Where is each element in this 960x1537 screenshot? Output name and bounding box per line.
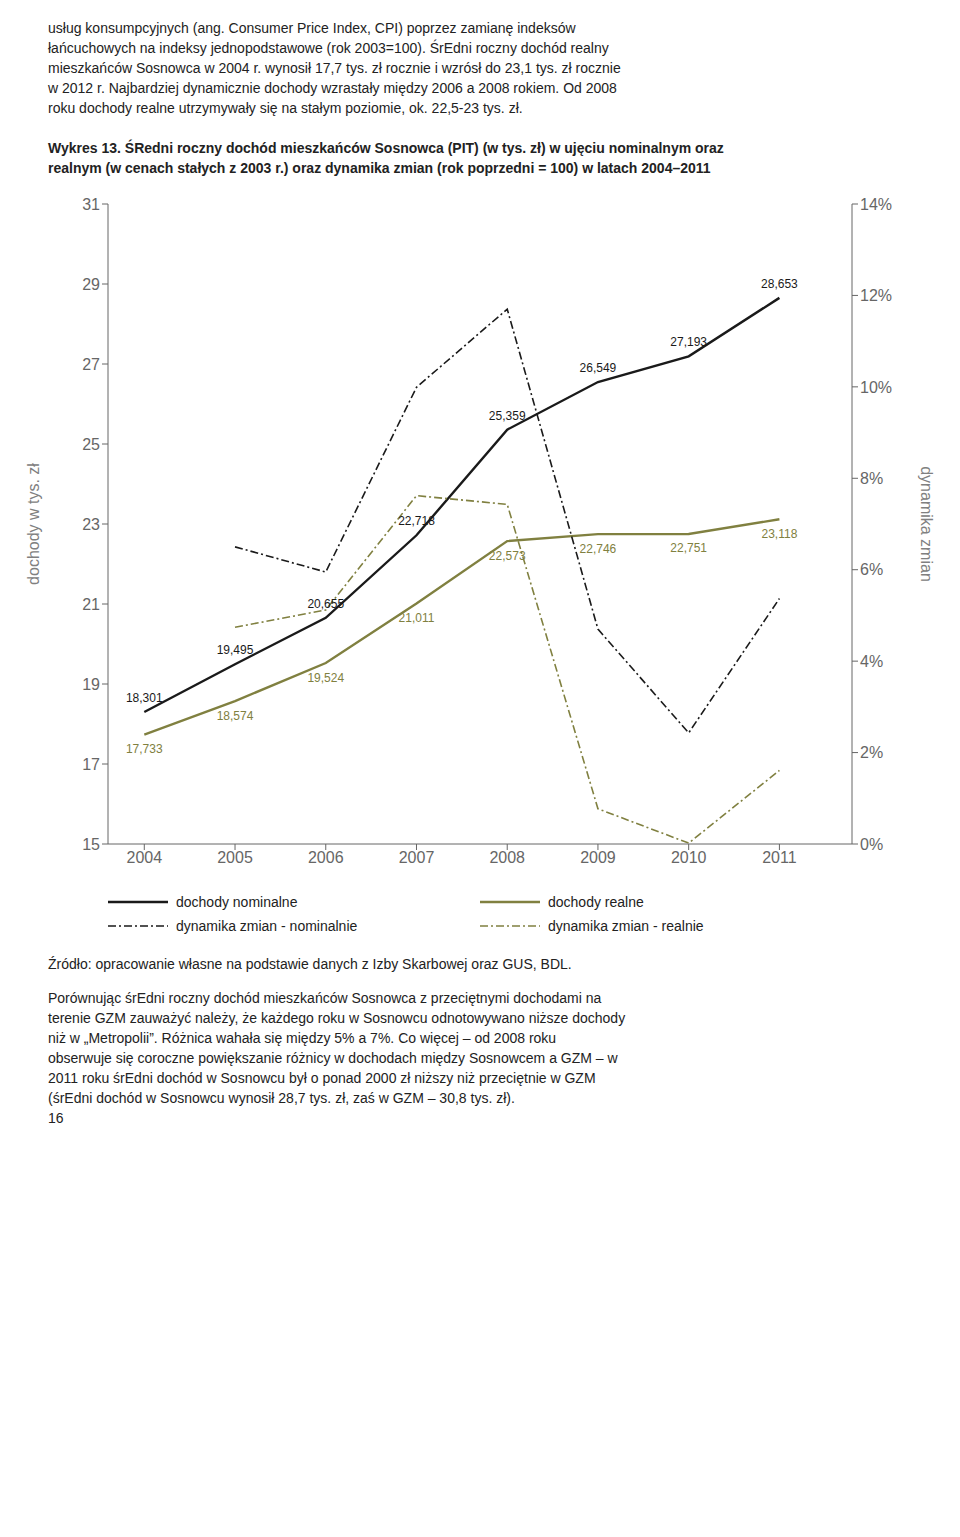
svg-text:22,718: 22,718 xyxy=(398,514,435,528)
svg-text:17: 17 xyxy=(82,756,100,773)
svg-text:2004: 2004 xyxy=(126,849,162,866)
html-text:roku dochody realne utrzymywał: roku dochody realne utrzymywały się na s… xyxy=(48,100,523,116)
svg-text:25: 25 xyxy=(82,436,100,453)
html-text:realnym (w cenach stałych z 20: realnym (w cenach stałych z 2003 r.) ora… xyxy=(48,160,711,176)
svg-text:22,751: 22,751 xyxy=(670,541,707,555)
svg-text:21,011: 21,011 xyxy=(399,611,435,625)
svg-text:2009: 2009 xyxy=(580,849,616,866)
svg-text:2005: 2005 xyxy=(217,849,253,866)
html-text:Źródło: opracowanie własne na: Źródło: opracowanie własne na podstawie … xyxy=(48,956,572,972)
svg-text:20,655: 20,655 xyxy=(307,597,344,611)
html-text:dynamika zmian - realnie: dynamika zmian - realnie xyxy=(548,918,704,934)
svg-text:26,549: 26,549 xyxy=(580,361,617,375)
svg-text:19: 19 xyxy=(82,676,100,693)
svg-text:2006: 2006 xyxy=(308,849,344,866)
svg-text:0%: 0% xyxy=(860,836,883,853)
html-text:łańcuchowych na indeksy jednop: łańcuchowych na indeksy jednopodstawowe … xyxy=(48,40,609,56)
svg-text:19,495: 19,495 xyxy=(217,643,254,657)
svg-text:15: 15 xyxy=(82,836,100,853)
svg-text:22,746: 22,746 xyxy=(580,542,617,556)
html-text:terenie GZM zauważyć należy, ż: terenie GZM zauważyć należy, że każdego … xyxy=(48,1010,626,1026)
svg-text:25,359: 25,359 xyxy=(489,409,526,423)
svg-text:19,524: 19,524 xyxy=(307,671,344,685)
html-text:w 2012 r. Najbardziej dynamicz: w 2012 r. Najbardziej dynamicznie dochod… xyxy=(48,80,617,96)
svg-text:4%: 4% xyxy=(860,653,883,670)
svg-text:2%: 2% xyxy=(860,744,883,761)
svg-text:23,118: 23,118 xyxy=(762,527,798,541)
html-text:dochody nominalne: dochody nominalne xyxy=(176,894,298,910)
svg-text:12%: 12% xyxy=(860,287,892,304)
svg-text:10%: 10% xyxy=(860,379,892,396)
html-text:niż w „Metropolii”. Różnica wa: niż w „Metropolii”. Różnica wahała się m… xyxy=(48,1030,557,1046)
svg-text:6%: 6% xyxy=(860,561,883,578)
html-text:Wykres 13. ŚRedni roczny dochó: Wykres 13. ŚRedni roczny dochód mieszkań… xyxy=(48,140,724,156)
html-text:(śrEdni dochód w Sosnowcu wyno: (śrEdni dochód w Sosnowcu wynosił 28,7 t… xyxy=(48,1090,515,1106)
html-text:obserwuje się coroczne powięks: obserwuje się coroczne powiększanie różn… xyxy=(48,1050,618,1066)
svg-text:23: 23 xyxy=(82,516,100,533)
svg-text:dochody w tys. zł: dochody w tys. zł xyxy=(25,463,42,585)
svg-text:2008: 2008 xyxy=(489,849,525,866)
svg-text:22,573: 22,573 xyxy=(489,549,526,563)
svg-text:2007: 2007 xyxy=(399,849,435,866)
html-text:dynamika zmian - nominalnie: dynamika zmian - nominalnie xyxy=(176,918,358,934)
html-text:Porównując śrEdni roczny dochó: Porównując śrEdni roczny dochód mieszkań… xyxy=(48,990,602,1006)
html-text:dochody realne: dochody realne xyxy=(548,894,644,910)
html-text:2011 roku śrEdni dochód w Sosn: 2011 roku śrEdni dochód w Sosnowcu był o… xyxy=(48,1070,596,1086)
svg-text:dynamika zmian: dynamika zmian xyxy=(918,466,935,582)
svg-text:8%: 8% xyxy=(860,470,883,487)
svg-text:18,301: 18,301 xyxy=(126,691,163,705)
svg-text:29: 29 xyxy=(82,276,100,293)
svg-text:31: 31 xyxy=(82,196,100,213)
svg-text:28,653: 28,653 xyxy=(761,277,798,291)
svg-text:14%: 14% xyxy=(860,196,892,213)
svg-text:17,733: 17,733 xyxy=(126,742,163,756)
svg-text:27: 27 xyxy=(82,356,100,373)
svg-text:2011: 2011 xyxy=(762,849,797,866)
svg-text:21: 21 xyxy=(82,596,100,613)
svg-text:18,574: 18,574 xyxy=(217,709,254,723)
html-text:mieszkańców Sosnowca w 2004 r.: mieszkańców Sosnowca w 2004 r. wynosił 1… xyxy=(48,60,621,76)
svg-text:2010: 2010 xyxy=(671,849,707,866)
html-text:usług konsumpcyjnych (ang. Con: usług konsumpcyjnych (ang. Consumer Pric… xyxy=(48,20,576,36)
html-text:16: 16 xyxy=(48,1110,64,1126)
svg-text:27,193: 27,193 xyxy=(670,335,707,349)
